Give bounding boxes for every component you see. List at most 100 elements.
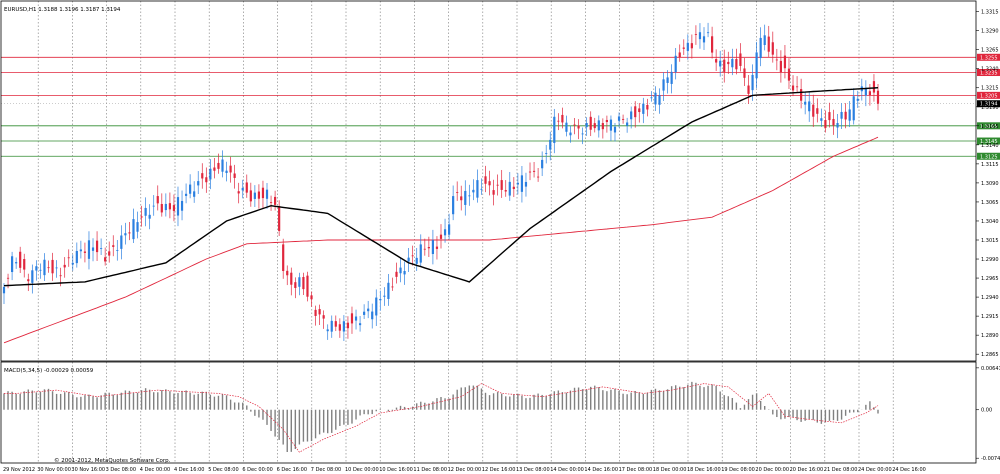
price-tick-label: 1.3215	[981, 86, 999, 92]
candle-body	[399, 267, 402, 274]
candle-body	[791, 85, 795, 91]
candle-body	[201, 173, 204, 179]
candle-body	[411, 255, 414, 257]
candle-body	[706, 32, 710, 34]
candle-body	[731, 58, 734, 68]
candle-body	[585, 123, 588, 128]
macd-tick-label: 0.00	[981, 408, 992, 414]
candle-body	[787, 68, 791, 81]
candle-body	[755, 52, 758, 79]
candle-body	[565, 122, 568, 132]
candle-body	[184, 193, 188, 196]
candle-body	[140, 216, 143, 218]
candle-body	[148, 214, 151, 219]
price-level-label: 1.3165	[980, 124, 998, 130]
candle-body	[205, 177, 208, 183]
candle-body	[189, 184, 192, 194]
time-tick-label: 24 Dec 00:00	[858, 467, 892, 473]
candle-body	[278, 206, 281, 231]
candle-body	[2, 286, 6, 294]
candle-body	[290, 272, 293, 285]
price-tick-label: 1.3315	[981, 10, 999, 16]
candle-body	[520, 175, 524, 192]
candle-body	[265, 189, 269, 199]
candle-body	[213, 167, 216, 171]
candle-body	[221, 159, 224, 172]
candle-body	[67, 257, 70, 259]
time-tick-label: 10 Dec 16:00	[379, 467, 413, 473]
candle-body	[820, 118, 823, 121]
grid	[37, 1, 894, 463]
candle-body	[407, 257, 410, 262]
time-tick-label: 4 Dec 16:00	[174, 467, 204, 473]
candle-body	[747, 85, 750, 94]
candle-body	[104, 257, 107, 262]
candle-body	[456, 192, 459, 193]
candle-body	[601, 123, 604, 130]
candle-body	[241, 187, 244, 191]
candle-body	[504, 190, 507, 192]
candle-body	[31, 270, 34, 283]
candle-body	[395, 271, 398, 277]
candle-body	[767, 36, 770, 52]
candle-body	[443, 229, 447, 236]
candle-body	[39, 269, 42, 271]
candle-body	[593, 123, 596, 129]
candle-body	[112, 245, 115, 247]
candle-body	[225, 170, 228, 173]
price-tick-label: 1.3115	[981, 162, 999, 168]
time-tick-label: 24 Dec 16:00	[892, 467, 926, 473]
price-level-label: 1.3145	[980, 139, 998, 145]
candle-body	[698, 32, 702, 40]
time-tick-label: 3 Dec 08:00	[106, 467, 136, 473]
time-tick-label: 18 Dec 00:00	[653, 467, 687, 473]
price-level-tag	[977, 152, 1000, 160]
candle-body	[484, 176, 487, 184]
price-level-tag	[977, 137, 1000, 145]
candle-body	[197, 181, 200, 186]
candle-body	[314, 309, 317, 316]
candle-body	[739, 53, 742, 66]
candle-body	[569, 132, 572, 136]
horizontal-levels[interactable]: 1.32551.32351.32051.31941.31651.31451.31…	[1, 53, 1000, 160]
candle-body	[164, 203, 167, 211]
candle-body	[435, 246, 439, 249]
candle-body	[209, 168, 212, 180]
price-tick-label: 1.2890	[981, 333, 999, 339]
candle-body	[282, 244, 285, 272]
time-tick-label: 12 Dec 00:00	[448, 467, 482, 473]
candle-body	[124, 233, 127, 236]
candle-body	[286, 270, 289, 276]
candle-body	[532, 170, 536, 172]
candle-body	[120, 235, 123, 249]
candle-body	[836, 123, 839, 128]
price-tick-label: 1.3190	[981, 105, 999, 111]
candle-body	[561, 114, 564, 123]
candle-body	[496, 184, 499, 186]
candle-body	[848, 109, 851, 121]
candle-body	[172, 205, 176, 211]
candle-body	[144, 207, 147, 216]
candle-body	[690, 43, 693, 49]
candle-body	[638, 108, 641, 113]
macd-signal-line	[4, 383, 879, 453]
candle-body	[193, 191, 196, 197]
candle-body	[15, 262, 18, 264]
candle-body	[528, 171, 532, 173]
candle-body	[872, 81, 876, 93]
candle-body	[342, 321, 345, 332]
price-level-label: 1.3194	[980, 102, 998, 108]
price-tick-label: 1.3290	[981, 29, 999, 35]
candle-body	[302, 277, 305, 290]
price-tick-label: 1.2990	[981, 257, 999, 263]
candle-body	[350, 313, 354, 324]
time-tick-label: 10 Dec 00:00	[345, 467, 379, 473]
time-tick-label: 18 Dec 16:00	[687, 467, 721, 473]
candle-body	[658, 95, 661, 105]
candle-body	[391, 286, 394, 288]
candle-body	[751, 74, 754, 91]
time-tick-label: 17 Dec 08:00	[619, 467, 653, 473]
price-tick-label: 1.3165	[981, 124, 999, 130]
